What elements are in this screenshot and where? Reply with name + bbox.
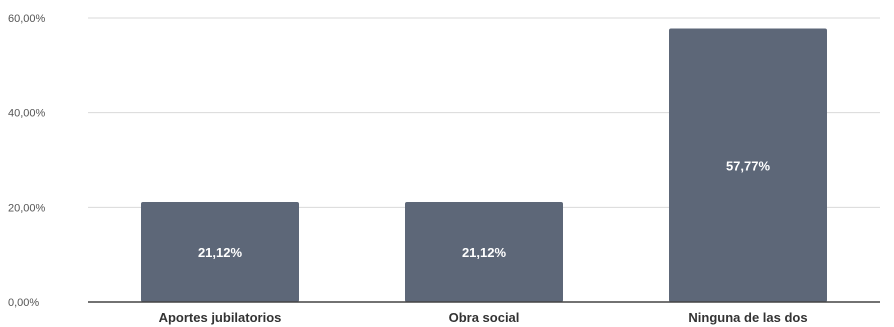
bar xyxy=(405,202,563,302)
bar-data-label: 21,12% xyxy=(462,245,507,260)
bar xyxy=(141,202,299,302)
bars-layer xyxy=(141,28,827,303)
bar-data-label: 21,12% xyxy=(198,245,243,260)
labels-layer: 0,00% 20,00% 40,00% 60,00% 21,12% Aportes jub… xyxy=(8,13,808,325)
y-tick-label: 20,00% xyxy=(8,202,46,214)
y-tick-label: 60,00% xyxy=(8,13,46,25)
x-category-label: Obra social xyxy=(449,310,520,325)
y-tick-label: 40,00% xyxy=(8,108,46,120)
x-category-label: Ninguna de las dos xyxy=(688,310,807,325)
y-tick-label: 0,00% xyxy=(8,297,39,309)
bar xyxy=(669,28,827,303)
x-category-label: Aportes jubilatorios xyxy=(159,310,282,325)
bar-data-label: 57,77% xyxy=(726,158,771,173)
